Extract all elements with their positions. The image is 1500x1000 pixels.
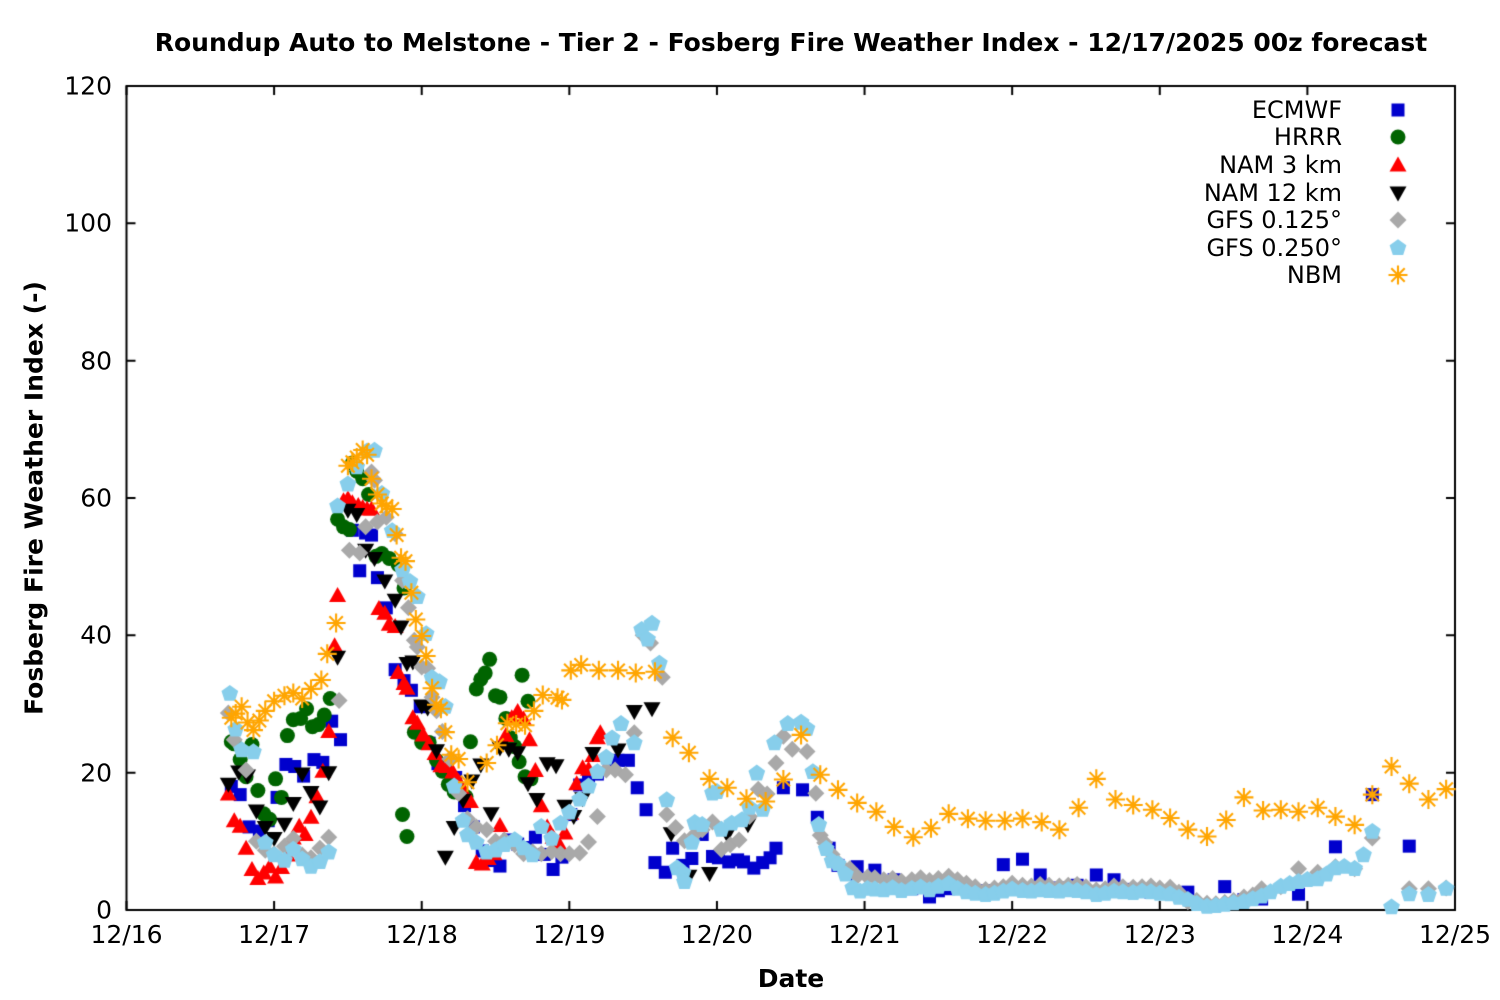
legend: ECMWF HRRR NAM 3 km NAM 12 km GFS 0.125° GFS …	[1104, 96, 1430, 289]
x-axis-label: Date	[757, 964, 825, 993]
x-tick-label: 12/20	[680, 920, 753, 949]
y-tick-label: 100	[64, 208, 112, 238]
legend-label-nbm: NBM	[1286, 261, 1342, 290]
y-tick-label: 80	[80, 346, 112, 376]
legend-label-ecmwf: ECMWF	[1251, 95, 1342, 124]
y-tick-label: 120	[64, 71, 112, 101]
y-tick-label: 0	[96, 895, 112, 925]
y-tick-label: 40	[80, 620, 112, 650]
legend-item-gfs-0-125: GFS 0.125°	[1104, 206, 1430, 234]
legend-label-gfs-0-250: GFS 0.250°	[1206, 233, 1342, 262]
x-tick-label: 12/23	[1123, 920, 1196, 949]
legend-label-nam-12-km: NAM 12 km	[1203, 178, 1342, 207]
nam-12-km-marker-icon	[1383, 179, 1413, 206]
legend-item-ecmwf: ECMWF	[1104, 96, 1430, 124]
legend-item-hrrr: HRRR	[1104, 123, 1430, 152]
ecmwf-marker-icon	[1383, 96, 1413, 123]
nam-3-km-marker-icon	[1383, 151, 1413, 178]
legend-item-gfs-0-250: GFS 0.250°	[1104, 234, 1430, 262]
chart-title: Roundup Auto to Melstone - Tier 2 - Fosb…	[154, 28, 1428, 57]
y-tick-label: 20	[80, 758, 112, 788]
x-tick-label: 12/25	[1418, 920, 1492, 949]
y-axis-label: Fosberg Fire Weather Index (-)	[19, 281, 49, 715]
legend-label-nam-3-km: NAM 3 km	[1219, 150, 1342, 179]
x-tick-label: 12/16	[90, 920, 163, 949]
legend-label-hrrr: HRRR	[1273, 123, 1342, 152]
x-tick-label: 12/24	[1271, 920, 1344, 949]
hrrr-marker-icon	[1383, 124, 1413, 151]
legend-item-nam-12-km: NAM 12 km	[1104, 179, 1430, 207]
x-tick-label: 12/21	[828, 920, 901, 949]
x-tick-label: 12/19	[533, 920, 606, 949]
legend-item-nam-3-km: NAM 3 km	[1104, 151, 1430, 179]
gfs-0-125-marker-icon	[1383, 207, 1413, 234]
x-tick-label: 12/17	[238, 920, 311, 949]
legend-label-gfs-0-125: GFS 0.125°	[1206, 206, 1342, 235]
y-tick-label: 60	[80, 483, 112, 513]
legend-item-nbm: NBM	[1104, 261, 1430, 290]
x-tick-label: 12/22	[976, 920, 1049, 949]
gfs-0-250-marker-icon	[1383, 234, 1413, 261]
x-tick-label: 12/18	[385, 920, 458, 949]
nbm-marker-icon	[1383, 262, 1413, 289]
